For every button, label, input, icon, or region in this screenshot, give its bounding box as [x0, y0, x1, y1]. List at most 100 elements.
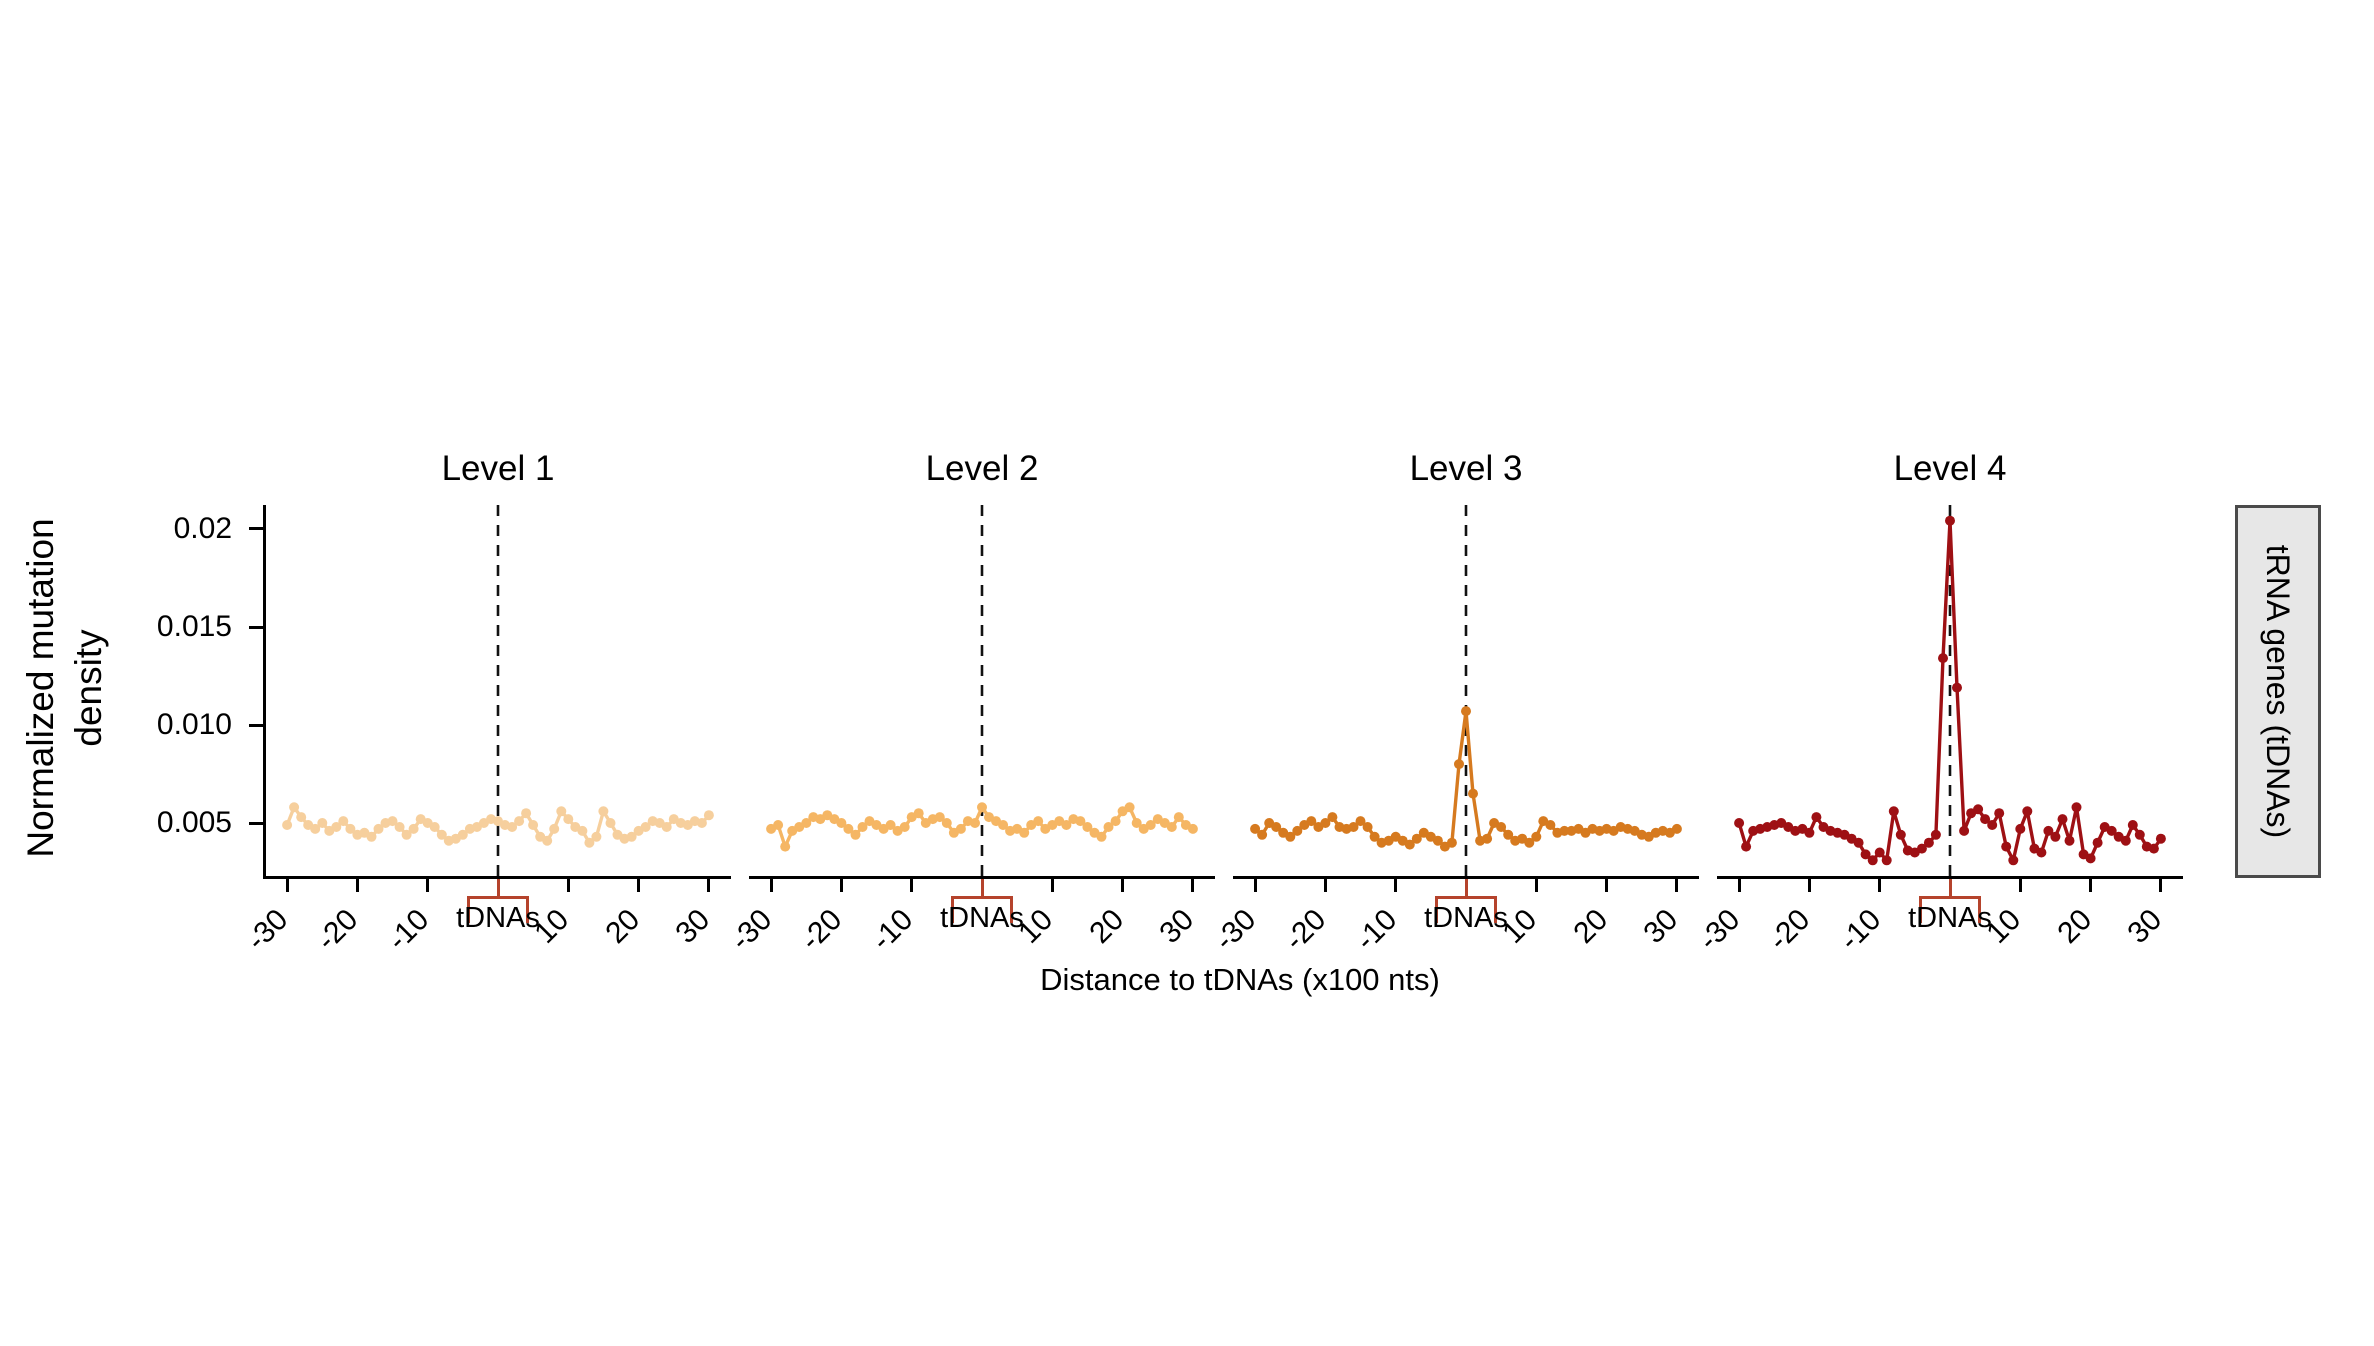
x-axis-tick	[1737, 879, 1741, 892]
tdna-bracket	[980, 879, 984, 896]
x-axis-tick	[1323, 879, 1327, 892]
data-point	[998, 820, 1009, 830]
data-point	[331, 822, 342, 832]
data-point	[563, 814, 574, 825]
data-point	[1131, 818, 1142, 828]
panel-plot-area	[1734, 505, 2166, 876]
data-point	[1945, 515, 1955, 526]
data-point	[934, 812, 945, 823]
tdna-bracket	[1494, 896, 1497, 923]
data-point	[2022, 806, 2033, 817]
data-point	[1404, 839, 1415, 850]
y-axis-tick	[249, 724, 265, 727]
panel-title: Level 1	[441, 449, 555, 488]
data-point	[584, 837, 595, 848]
data-point	[899, 822, 910, 832]
x-axis-tick	[1878, 879, 1882, 892]
y-tick-label-0-010: 0.010	[156, 708, 232, 741]
data-point	[955, 823, 966, 834]
x-axis-tick	[355, 879, 359, 892]
data-point	[1468, 788, 1478, 799]
tdna-bracket-label: tDNAs	[1424, 902, 1508, 934]
panel-level-4: Level 4 -30 -20 -10 10 20 30 tDNAs	[1692, 449, 2183, 957]
data-point	[850, 829, 861, 840]
data-point	[661, 822, 672, 832]
data-point	[1145, 820, 1156, 830]
tdna-bracket	[1010, 896, 1013, 923]
tdna-bracket	[1919, 896, 1922, 923]
y-tick-label-0-005: 0.005	[156, 806, 232, 839]
data-point	[1503, 829, 1514, 840]
data-point	[843, 823, 854, 834]
data-point	[317, 818, 328, 828]
x-axis-line	[1717, 876, 2183, 879]
data-point	[1061, 820, 1072, 830]
data-point	[282, 820, 293, 830]
data-point	[696, 818, 707, 828]
data-point	[514, 816, 525, 827]
data-point	[1930, 829, 1941, 840]
panel-level-1: Level 1 -30 -20 -10 10 20 30 tDNAs	[240, 449, 731, 957]
x-axis-tick	[707, 879, 711, 892]
x-axis-tick	[1675, 879, 1679, 892]
data-point	[1994, 808, 2005, 819]
panel-plot-area	[1250, 505, 1682, 876]
y-tick-label-0-02: 0.02	[173, 512, 232, 545]
data-point	[970, 818, 980, 828]
x-axis-tick	[1121, 879, 1125, 892]
data-point	[2134, 829, 2145, 840]
data-point	[626, 831, 637, 842]
data-point	[1257, 829, 1268, 840]
data-point	[2015, 823, 2026, 834]
x-axis-tick	[839, 879, 843, 892]
x-axis-tick	[285, 879, 289, 892]
x-axis-tick	[1191, 879, 1195, 892]
x-axis-tick	[637, 879, 641, 892]
data-point	[2064, 835, 2075, 846]
data-point	[913, 808, 924, 819]
data-point	[1734, 818, 1745, 828]
y-axis-tick	[249, 527, 265, 530]
data-point	[1446, 837, 1457, 848]
data-point	[1103, 822, 1114, 832]
data-point	[1916, 843, 1927, 854]
data-point	[1987, 820, 1998, 830]
data-point	[2008, 855, 2019, 866]
data-point	[1327, 812, 1338, 823]
x-axis-tick	[2089, 879, 2093, 892]
data-point	[1888, 806, 1899, 817]
data-point	[1306, 816, 1317, 827]
data-point	[521, 808, 532, 819]
data-point	[1033, 816, 1044, 827]
data-point	[1369, 831, 1380, 842]
data-point	[1671, 823, 1682, 834]
facet-strip-label: tRNA genes (tDNAs)	[2260, 544, 2297, 839]
data-point	[1867, 855, 1878, 866]
data-point	[1860, 849, 1871, 860]
data-point	[1531, 831, 1542, 842]
data-point	[310, 823, 321, 834]
data-point	[1461, 706, 1471, 717]
x-axis-tick	[2018, 879, 2022, 892]
x-axis-tick	[910, 879, 914, 892]
data-point	[780, 841, 791, 852]
data-point	[1545, 820, 1556, 830]
data-point	[2057, 814, 2068, 825]
data-point	[703, 810, 714, 821]
y-axis-tick	[249, 822, 265, 825]
x-axis-tick	[1253, 879, 1257, 892]
data-point	[296, 812, 307, 823]
data-point	[1973, 804, 1984, 815]
panel-level-2: Level 2 -30 -20 -10 10 20 30 tDNAs	[724, 449, 1215, 957]
data-point	[1166, 822, 1177, 832]
y-axis-title-line1: Normalized mutation	[20, 518, 61, 858]
data-point	[366, 831, 377, 842]
data-point	[977, 802, 987, 813]
tdna-bracket-label: tDNAs	[1908, 902, 1992, 934]
tdna-bracket	[1435, 896, 1438, 923]
x-axis-tick	[1605, 879, 1609, 892]
data-point	[857, 822, 868, 832]
tdna-bracket	[467, 896, 529, 899]
data-point	[836, 818, 847, 828]
